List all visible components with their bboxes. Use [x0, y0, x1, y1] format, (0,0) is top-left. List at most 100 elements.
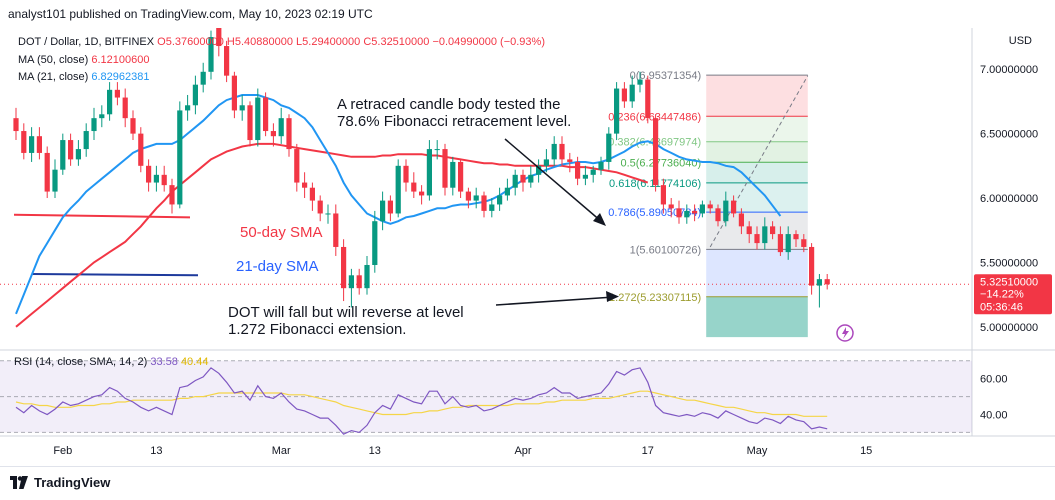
candle-body — [426, 149, 432, 196]
candle-body — [536, 165, 542, 175]
current-price-badge — [974, 274, 1052, 315]
price-tick-1: 6.50000000 — [980, 129, 1038, 141]
rsi-legend: RSI (14, close, SMA, 14, 2) 33.58 40.44 — [14, 356, 208, 368]
price-axis-unit: USD — [1009, 35, 1032, 47]
candle-body — [738, 213, 744, 227]
annotation-retrace: A retraced candle body tested the 78.6% … — [337, 96, 571, 130]
fib-label-6: 1(5.60100726) — [630, 244, 702, 256]
price-tick-2: 6.00000000 — [980, 193, 1038, 205]
arrow-retrace-head — [593, 213, 606, 226]
publisher-bar: analyst101 published on TradingView.com,… — [0, 0, 1055, 28]
candle-body — [325, 213, 331, 215]
candle-body — [614, 88, 620, 134]
ma50-legend: MA (50, close) 6.12100600 — [18, 54, 150, 66]
candle-body — [208, 37, 214, 72]
annotation-fall: DOT will fall but will reverse at level … — [228, 304, 464, 338]
current-price-value: 5.32510000 — [980, 276, 1038, 288]
candle-body — [364, 264, 370, 289]
candle-body — [395, 165, 401, 214]
candle-body — [60, 140, 66, 170]
candle-body — [169, 185, 175, 205]
candle-body — [543, 159, 549, 166]
candle-body — [356, 275, 362, 289]
tradingview-brand: TradingView — [34, 475, 111, 490]
candle-body — [146, 165, 152, 183]
candle-body — [723, 200, 729, 222]
rsi-sma-value: 40.44 — [180, 356, 209, 368]
candle-body — [29, 136, 35, 153]
time-tick-6: May — [747, 445, 768, 457]
ma21-value: 6.82962381 — [91, 71, 150, 83]
candle-body — [333, 213, 339, 247]
candle-body — [809, 246, 815, 286]
ma50-value: 6.12100600 — [91, 54, 150, 66]
candle-body — [44, 152, 50, 192]
candle-body — [286, 118, 292, 150]
candle-body — [582, 174, 588, 179]
candle-body — [684, 210, 690, 218]
candle-body — [707, 204, 713, 209]
candle-body — [341, 246, 347, 289]
candle-body — [497, 195, 503, 205]
ma50-label: MA (50, close) — [18, 54, 89, 66]
candle-body — [606, 133, 612, 162]
fib-zone-1 — [706, 116, 808, 142]
candle-body — [434, 149, 440, 151]
candle-body — [99, 114, 105, 119]
candle-body — [200, 71, 206, 85]
candle-body — [91, 118, 97, 132]
candle-body — [138, 133, 144, 166]
candle-body — [270, 131, 276, 137]
rsi-line — [15, 367, 828, 435]
time-tick-3: 13 — [369, 445, 381, 457]
candle-body — [520, 174, 526, 183]
candle-body — [567, 159, 573, 162]
candle-body — [107, 89, 113, 115]
lightning-bolt-icon — [842, 327, 849, 339]
candle-body — [247, 105, 253, 141]
candle-body — [192, 84, 198, 106]
candle-body — [692, 210, 698, 214]
candle-body — [590, 169, 596, 175]
candle-body — [777, 234, 783, 253]
candle-body — [770, 226, 776, 235]
candle-body — [153, 174, 159, 183]
candle-body — [785, 234, 791, 253]
fib-zone-2 — [706, 141, 808, 163]
rsi-value: 33.58 — [150, 356, 178, 368]
candle-body — [504, 187, 510, 196]
candle-body — [302, 182, 308, 188]
candle-body — [380, 200, 386, 222]
candle-body — [715, 208, 721, 222]
candle-body — [317, 200, 323, 214]
candle-body — [793, 234, 799, 240]
candle-body — [660, 185, 666, 205]
candle-body — [68, 140, 74, 160]
rsi-label: RSI (14, close, SMA, 14, 2) — [14, 356, 148, 368]
annotation-retrace-line1: A retraced candle body tested the — [337, 96, 561, 113]
publisher-text: analyst101 published on TradingView.com,… — [8, 7, 373, 21]
candle-body — [528, 174, 534, 183]
candle-body — [559, 143, 565, 160]
arrow-retrace-line — [504, 138, 603, 223]
price-tick-4: 5.00000000 — [980, 322, 1038, 334]
candle-body — [403, 165, 409, 183]
ma21-label: MA (21, close) — [18, 71, 89, 83]
candle-body — [216, 28, 222, 47]
current-change-value: −14.22% — [980, 288, 1024, 300]
candle-body — [278, 118, 284, 137]
candle-body — [754, 234, 760, 244]
candle-body — [465, 191, 471, 201]
candle-body — [13, 118, 19, 132]
price-chart[interactable]: 0(6.95371354)0.236(6.63447486)0.382(6.43… — [0, 28, 1055, 466]
time-tick-0: Feb — [53, 445, 72, 457]
tradingview-logo-icon — [10, 476, 28, 489]
ma21-legend: MA (21, close) 6.82962381 — [18, 71, 150, 83]
low-value: L5.29400000 — [296, 36, 361, 48]
candle-body — [551, 143, 557, 160]
candle-body — [419, 191, 425, 196]
candle-body — [239, 105, 245, 111]
time-tick-7: 15 — [860, 445, 872, 457]
candle-body — [653, 118, 659, 186]
candle-body — [512, 174, 518, 188]
